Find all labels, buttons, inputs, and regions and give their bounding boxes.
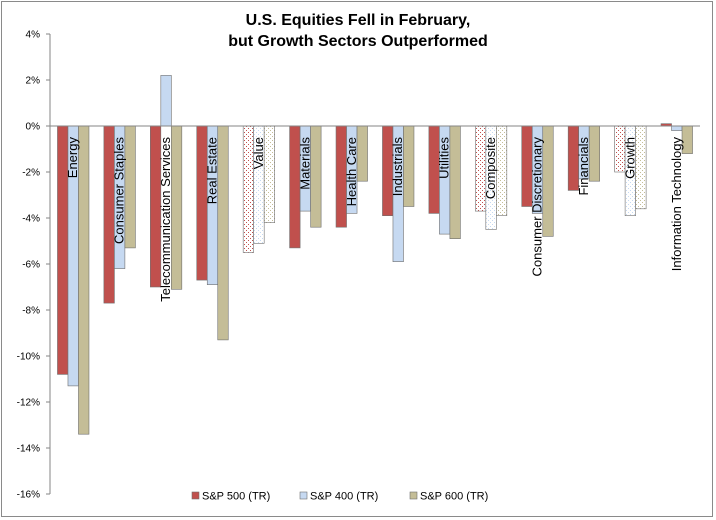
y-tick-label: 4% bbox=[26, 30, 41, 41]
y-tick-label: -16% bbox=[17, 490, 40, 501]
legend-label-series-3: S&P 600 (TR) bbox=[420, 491, 488, 503]
category-label: Consumer Staples bbox=[112, 137, 127, 244]
y-tick-label: -8% bbox=[22, 306, 40, 317]
y-tick-label: -2% bbox=[22, 168, 40, 179]
legend-swatch-series-1 bbox=[191, 491, 200, 500]
y-tick-label: -4% bbox=[22, 214, 40, 225]
y-tick-label: -14% bbox=[17, 444, 40, 455]
chart-title-line-2: but Growth Sectors Outperformed bbox=[228, 33, 488, 50]
legend-swatch-series-2 bbox=[299, 491, 308, 500]
category-label: Information Technology bbox=[669, 137, 684, 272]
legend-label-series-1: S&P 500 (TR) bbox=[202, 491, 270, 503]
bar-information-technology-series-2 bbox=[671, 125, 683, 131]
bar-telecommunication-services-series-2 bbox=[160, 75, 172, 127]
y-tick-label: 2% bbox=[26, 76, 41, 87]
y-tick-label: -10% bbox=[17, 352, 40, 363]
category-label: Composite bbox=[483, 137, 498, 199]
category-label: Consumer Discretionary bbox=[530, 137, 545, 277]
chart-title-line-1: U.S. Equities Fell in February, bbox=[245, 12, 471, 29]
category-label: Energy bbox=[65, 137, 80, 179]
category-label: Growth bbox=[622, 137, 637, 179]
category-label: Value bbox=[251, 137, 266, 169]
category-label: Financials bbox=[576, 137, 591, 196]
legend-label-series-2: S&P 400 (TR) bbox=[310, 491, 378, 503]
y-tick-label: -6% bbox=[22, 260, 40, 271]
category-label: Real Estate bbox=[205, 137, 220, 204]
category-label: Utilities bbox=[437, 137, 452, 179]
y-tick-label: 0% bbox=[26, 122, 41, 133]
category-label: Materials bbox=[297, 137, 312, 190]
category-label: Health Care bbox=[344, 137, 359, 206]
chart-title: U.S. Equities Fell in February, but Grow… bbox=[0, 10, 716, 52]
category-label: Telecommunication Services bbox=[158, 136, 173, 301]
category-label: Industrials bbox=[390, 137, 405, 197]
y-tick-label: -12% bbox=[17, 398, 40, 409]
legend-swatch-series-3 bbox=[409, 491, 418, 500]
